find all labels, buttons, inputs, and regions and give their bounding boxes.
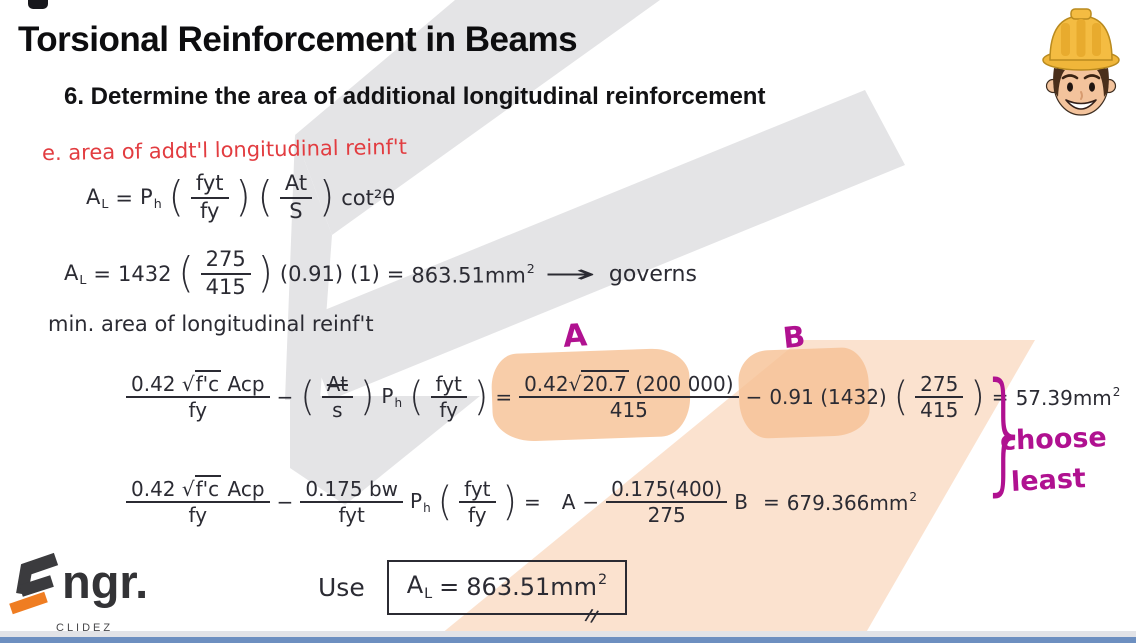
paren-close: ) (502, 478, 517, 525)
watermark-top-arm (295, 0, 660, 235)
equals: = (495, 385, 513, 409)
equals: = (93, 262, 112, 286)
brand-logo: ngr. (6, 550, 148, 616)
coefficient: 1432 (118, 262, 172, 286)
ph-symbol: Ph (381, 383, 403, 411)
footer-gray-bar (0, 631, 1136, 637)
paren-open: ( (893, 373, 909, 420)
term-B-ref: B (734, 490, 748, 514)
paren-close: ) (359, 373, 375, 420)
fraction-term-A: 0.42√20.7 (200 000) 415 (519, 369, 739, 422)
construction-worker-mascot-icon (1042, 8, 1120, 116)
cot-term: cot²θ (341, 186, 396, 210)
engr-e-glyph-icon (9, 552, 59, 615)
choose-least-label: least (1010, 463, 1087, 498)
term-A-ref: A (561, 490, 576, 514)
paren-close: ) (257, 249, 273, 299)
fraction-0175bw-fyt: 0.175 bw fyt (300, 477, 404, 527)
equals: = (523, 490, 541, 514)
paren-open: ( (409, 373, 424, 420)
equals: = (439, 572, 460, 601)
minus: − (276, 385, 294, 409)
answer-box: AL = 863.51mm2 (386, 560, 628, 616)
watermark-orange-band (430, 340, 1035, 643)
al-symbol: AL (86, 184, 109, 212)
paren-close: ) (970, 373, 985, 420)
paren-open: ( (437, 478, 453, 525)
governs-label: governs (608, 261, 697, 287)
formula-min-area-2: 0.42 √f'c Acp fy − 0.175 bw fyt Ph ( fyt… (126, 456, 917, 548)
paren-close: ) (319, 173, 335, 223)
minus: − (582, 490, 600, 514)
paren-close: ) (235, 173, 251, 223)
factor: (0.91) (279, 262, 344, 286)
answer-value: 863.51mm2 (466, 572, 608, 601)
result-value: 57.39mm2 (1015, 384, 1121, 410)
fraction-at-s: At S (279, 172, 313, 223)
ph-symbol: Ph (410, 488, 431, 516)
minus: − (745, 385, 763, 409)
page-title: Torsional Reinforcement in Beams (18, 20, 578, 59)
label-A: A (561, 317, 589, 355)
equals: = (115, 186, 134, 210)
equals: = (386, 262, 405, 286)
choose-brace: } (978, 353, 1033, 509)
governs-arrow: → (543, 260, 597, 288)
fraction-fyt-fy: fyt fy (459, 477, 496, 527)
result-value: 679.366mm2 (786, 489, 918, 515)
result-value: 863.51mm2 (411, 260, 535, 288)
fraction-0175-400-275: 0.175(400) 275 (606, 477, 728, 527)
fraction-sqrt-fc: 0.42 √f'c Acp fy (126, 369, 270, 422)
watermark-middle-arm (300, 90, 905, 400)
equals: = (991, 385, 1009, 409)
coefficient: 0.91 (1432) (769, 385, 887, 409)
formula-al-value: AL = 1432 ( 275 415 ) (0.91) (1) = 863.5… (64, 242, 697, 306)
equals: = (762, 490, 780, 514)
watermark-bottom-tip (290, 396, 480, 505)
min-area-heading: min. area of longitudinal reinf't (48, 312, 374, 336)
factor: (1) (350, 262, 380, 286)
paren-open: ( (257, 173, 273, 223)
paren-close: ) (473, 373, 489, 420)
al-symbol: AL (64, 260, 87, 288)
fraction-275-415: 275 415 (915, 372, 964, 422)
ph-symbol: Ph (140, 184, 162, 212)
fraction-at-s: At s (321, 372, 353, 422)
formula-al: AL = Ph ( fyt fy ) ( At S ) cot²θ (86, 166, 395, 230)
paren-open: ( (168, 173, 184, 223)
fraction-fyt-fy: fyt fy (190, 172, 229, 223)
minus: − (276, 490, 294, 514)
conclusion-row: Use AL = 863.51mm2 (318, 560, 628, 616)
fraction-fyt-fy: fyt fy (430, 372, 467, 422)
page-subtitle: 6. Determine the area of additional long… (64, 83, 766, 110)
top-pill (28, 0, 48, 9)
label-B: B (781, 318, 807, 356)
paren-open: ( (178, 249, 194, 299)
use-label: Use (318, 573, 365, 603)
al-symbol: AL (406, 571, 433, 603)
footer-blue-bar (0, 637, 1136, 643)
choose-least-label: choose (999, 422, 1108, 457)
formula-min-area-1: 0.42 √f'c Acp fy − ( At s ) Ph ( fyt fy … (126, 352, 1120, 442)
brand-name: ngr. (62, 555, 149, 608)
paren-open: ( (300, 373, 315, 420)
fraction-275-415: 275 415 (200, 248, 251, 299)
fraction-sqrt-fc: 0.42 √f'c Acp fy (126, 474, 270, 527)
